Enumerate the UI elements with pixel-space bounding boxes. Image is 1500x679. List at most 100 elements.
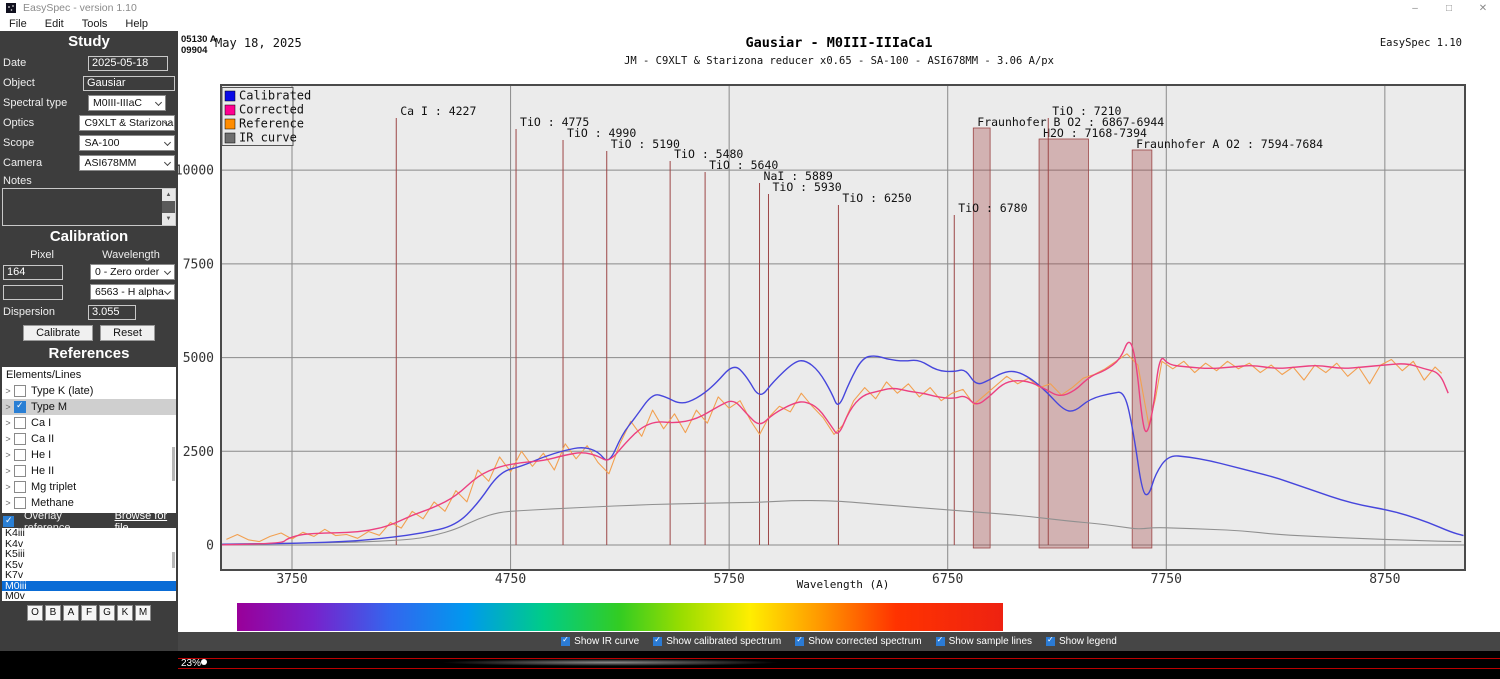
checkbox[interactable] — [14, 400, 26, 413]
tree-item-type-m[interactable]: >Type M — [2, 399, 176, 415]
expander-icon[interactable]: > — [5, 482, 11, 492]
calibration-heading: Calibration — [49, 228, 129, 245]
reset-button[interactable]: Reset — [100, 325, 155, 341]
tree-item-mg-triplet[interactable]: > Mg triplet — [2, 479, 176, 495]
spectral-type-label: Spectral type — [3, 97, 68, 109]
expander-icon[interactable]: > — [5, 418, 11, 428]
checkbox[interactable] — [14, 465, 26, 477]
list-item-k5iii[interactable]: K5iii — [5, 548, 25, 560]
svg-text:TiO : 5190: TiO : 5190 — [611, 137, 680, 151]
scroll-up-icon[interactable]: ▲ — [162, 189, 175, 201]
menu-edit[interactable]: Edit — [44, 17, 64, 30]
checkbox[interactable] — [14, 433, 26, 445]
date-field[interactable] — [88, 55, 168, 71]
list-scrollbar[interactable] — [171, 528, 175, 601]
dispersion-field[interactable] — [88, 304, 136, 320]
expander-icon[interactable]: > — [5, 450, 11, 460]
option-show-ir-curve[interactable]: Show IR curve — [561, 635, 639, 647]
expander-icon[interactable]: > — [5, 434, 11, 444]
checkbox[interactable] — [653, 635, 663, 646]
checkbox[interactable] — [14, 385, 26, 397]
observation-date: May 18, 2025 — [215, 36, 302, 50]
option-show-corrected-spectrum[interactable]: Show corrected spectrum — [795, 635, 922, 647]
list-item-m0v[interactable]: M0v — [5, 590, 25, 601]
expander-icon[interactable]: > — [5, 466, 11, 476]
series-corrected — [222, 341, 1449, 546]
notes-scrollbar[interactable]: ▲ ▼ — [162, 189, 175, 225]
svg-text:5750: 5750 — [713, 572, 744, 587]
zoom-handle[interactable] — [201, 659, 207, 665]
option-show-calibrated-spectrum[interactable]: Show calibrated spectrum — [653, 635, 781, 647]
checkbox[interactable] — [935, 635, 945, 646]
binning-line-top[interactable] — [178, 658, 1500, 659]
pixel2-field[interactable] — [3, 284, 63, 300]
notes-textarea[interactable]: ▲ ▼ — [2, 188, 176, 226]
list-item-k4iii[interactable]: K4iii — [5, 528, 25, 539]
checkbox[interactable] — [561, 635, 571, 646]
pixel1-field[interactable] — [3, 264, 63, 280]
optics-label: Optics — [3, 117, 35, 129]
list-item-k4v[interactable]: K4v — [5, 537, 24, 550]
type-button-a[interactable]: A — [63, 605, 79, 621]
chart-title: Gausiar - M0III-IIIaCa1 — [745, 35, 933, 51]
svg-text:TiO : 5640: TiO : 5640 — [709, 158, 778, 172]
series-reference — [226, 353, 1443, 543]
close-button[interactable]: ✕ — [1478, 2, 1488, 14]
checkbox[interactable] — [14, 449, 26, 461]
scrollbar-thumb[interactable] — [172, 552, 175, 568]
object-field[interactable] — [83, 75, 175, 91]
scope-select[interactable]: SA-100 — [79, 135, 175, 151]
tree-item-ca-ii[interactable]: > Ca II — [2, 431, 176, 447]
tree-scrollbar[interactable] — [171, 381, 175, 511]
menu-tools[interactable]: Tools — [81, 17, 108, 30]
type-button-g[interactable]: G — [99, 605, 115, 621]
object-label: Object — [3, 77, 35, 89]
expander-icon[interactable]: > — [5, 386, 11, 396]
type-button-o[interactable]: O — [27, 605, 43, 621]
minimize-button[interactable]: – — [1412, 2, 1418, 14]
reference-listbox[interactable]: K4iii K4v K5iii K5v K7v M0iii M0v — [2, 528, 176, 601]
svg-text:8750: 8750 — [1369, 572, 1400, 587]
tree-item-he-i[interactable]: > He I — [2, 447, 176, 463]
type-button-b[interactable]: B — [45, 605, 61, 621]
type-button-k[interactable]: K — [117, 605, 133, 621]
checkbox[interactable] — [14, 497, 26, 509]
wavelength1-select[interactable]: 0 - Zero order — [90, 264, 175, 280]
svg-text:6750: 6750 — [932, 572, 963, 587]
chart-panel: 05130 A 09904 May 18, 2025 Gausiar - M0I… — [178, 31, 1500, 632]
expander-icon[interactable]: > — [5, 402, 11, 412]
checkbox[interactable] — [795, 635, 805, 646]
expander-icon[interactable]: > — [5, 498, 11, 508]
binning-line-bottom[interactable] — [178, 668, 1500, 669]
type-button-m[interactable]: M — [135, 605, 151, 621]
wavelength2-select[interactable]: 6563 - H alpha — [90, 284, 175, 300]
checkbox[interactable] — [14, 417, 26, 429]
checkbox[interactable] — [14, 481, 26, 493]
camera-select[interactable]: ASI678MM — [79, 155, 175, 171]
svg-text:IR curve: IR curve — [239, 131, 297, 145]
type-button-f[interactable]: F — [81, 605, 97, 621]
calibrate-button[interactable]: Calibrate — [23, 325, 94, 341]
overlay-reference-checkbox[interactable] — [3, 515, 14, 527]
option-show-sample-lines[interactable]: Show sample lines — [935, 635, 1032, 647]
tree-item-he-ii[interactable]: > He II — [2, 463, 176, 479]
tree-item-methane[interactable]: > Methane — [2, 495, 176, 511]
menu-file[interactable]: File — [9, 17, 27, 30]
scrollbar-thumb[interactable] — [172, 447, 175, 481]
scroll-down-icon[interactable]: ▼ — [162, 213, 175, 225]
list-item-k7v[interactable]: K7v — [5, 569, 24, 581]
checkbox[interactable] — [1046, 635, 1056, 646]
menu-help[interactable]: Help — [125, 17, 149, 30]
list-item-m0iii[interactable]: M0iii — [2, 580, 176, 591]
spectral-type-select[interactable]: M0III-IIIaC — [88, 95, 166, 111]
optics-select[interactable]: C9XLT & Starizona — [79, 115, 175, 131]
list-item-k5v[interactable]: K5v — [5, 558, 24, 571]
svg-text:0: 0 — [206, 539, 214, 554]
option-show-legend[interactable]: Show legend — [1046, 635, 1117, 647]
maximize-button[interactable]: □ — [1445, 2, 1453, 14]
svg-text:5000: 5000 — [183, 351, 214, 366]
tree-item-ca-i[interactable]: > Ca I — [2, 415, 176, 431]
tree-item-type-k-late-[interactable]: > Type K (late) — [2, 383, 176, 399]
